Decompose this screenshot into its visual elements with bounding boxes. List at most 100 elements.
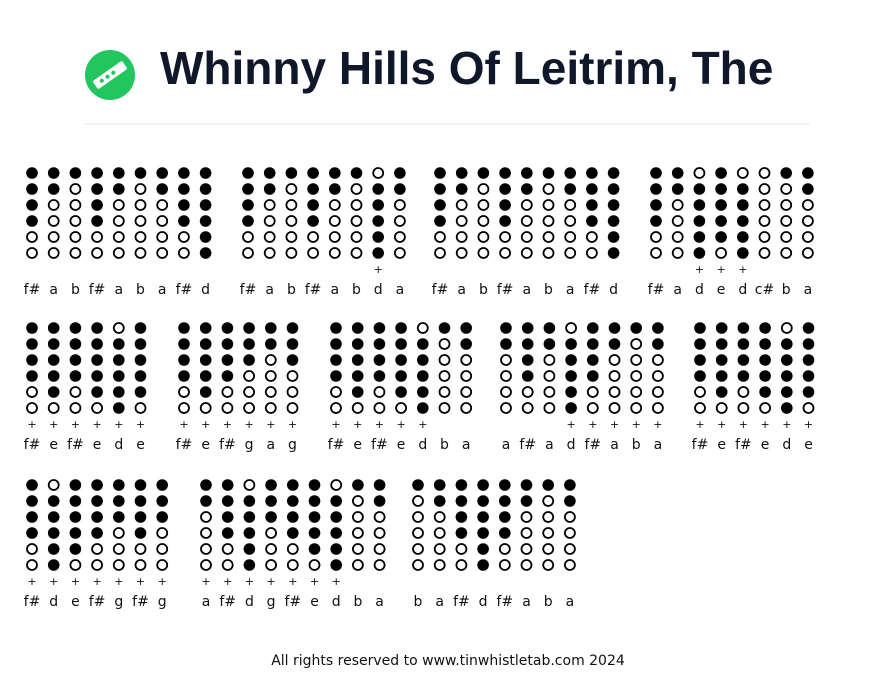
hole [286, 354, 299, 366]
hole [737, 199, 749, 211]
hole [134, 354, 147, 366]
hole [694, 402, 706, 414]
hole [694, 322, 706, 334]
hole [650, 167, 662, 179]
hole [780, 167, 792, 179]
note-label: e [717, 437, 726, 453]
hole [438, 338, 451, 350]
hole [47, 402, 60, 414]
hole [330, 370, 342, 382]
hole [758, 183, 771, 195]
hole [178, 199, 190, 211]
hole [178, 354, 190, 366]
hole [242, 215, 254, 227]
hole [455, 231, 468, 243]
hole [650, 215, 662, 227]
note-label: f# [328, 437, 345, 453]
hole [500, 338, 512, 350]
hole [499, 495, 511, 507]
note-label: f# [305, 282, 322, 298]
hole [350, 247, 363, 259]
hole [434, 183, 446, 195]
hole [221, 322, 234, 334]
hole [520, 215, 533, 227]
hole [47, 354, 60, 366]
hole [69, 167, 82, 179]
hole [199, 354, 212, 366]
note-label: d [609, 282, 618, 298]
hole [520, 559, 533, 571]
hole [221, 338, 234, 350]
hole [477, 167, 490, 179]
hole [500, 354, 512, 366]
hole [395, 322, 407, 334]
hole [737, 354, 750, 366]
octave-mark: + [653, 418, 662, 431]
hole [802, 199, 814, 211]
note-label: d [738, 282, 747, 298]
hole [328, 215, 341, 227]
hole [199, 322, 212, 334]
hole [608, 402, 621, 414]
octave-mark: + [136, 418, 145, 431]
hole [758, 231, 771, 243]
hole [455, 215, 468, 227]
hole [113, 354, 125, 366]
octave-mark: + [804, 418, 813, 431]
note-label: a [566, 594, 575, 610]
hole [543, 402, 556, 414]
hole [286, 322, 299, 334]
note-label: b [353, 594, 362, 610]
hole [373, 402, 386, 414]
hole [671, 247, 684, 259]
hole [520, 543, 533, 555]
hole [330, 527, 343, 539]
hole [373, 543, 386, 555]
hole [199, 231, 212, 243]
hole [113, 183, 125, 195]
hole [69, 338, 82, 350]
hole [373, 527, 386, 539]
hole [351, 354, 364, 366]
note-label: f# [648, 282, 665, 298]
hole [26, 527, 38, 539]
note-label: f# [453, 594, 470, 610]
hole [587, 322, 599, 334]
hole [263, 167, 276, 179]
hole [607, 231, 620, 243]
octave-mark: + [288, 418, 297, 431]
note-label: f# [584, 282, 601, 298]
hole [243, 527, 256, 539]
hole [113, 370, 125, 382]
hole [373, 322, 386, 334]
hole [455, 543, 468, 555]
hole [285, 215, 298, 227]
hole [91, 543, 103, 555]
note-label: g [114, 594, 123, 610]
hole [802, 322, 815, 334]
hole [113, 479, 125, 491]
note-label: a [522, 594, 531, 610]
hole [416, 322, 429, 334]
hole [586, 183, 598, 195]
hole [438, 402, 451, 414]
hole [395, 386, 407, 398]
hole [330, 495, 343, 507]
hole [608, 338, 621, 350]
hole [781, 386, 793, 398]
hole [543, 386, 556, 398]
octave-mark: + [331, 418, 340, 431]
hole [780, 247, 793, 259]
octave-mark: + [332, 575, 341, 588]
hole [351, 495, 364, 507]
hole [499, 511, 511, 523]
hole [543, 322, 556, 334]
note-label: a [523, 282, 532, 298]
hole [134, 511, 147, 523]
hole [286, 543, 299, 555]
hole [69, 322, 82, 334]
hole [564, 167, 576, 179]
hole [69, 543, 82, 555]
hole [308, 511, 321, 523]
hole [221, 495, 234, 507]
